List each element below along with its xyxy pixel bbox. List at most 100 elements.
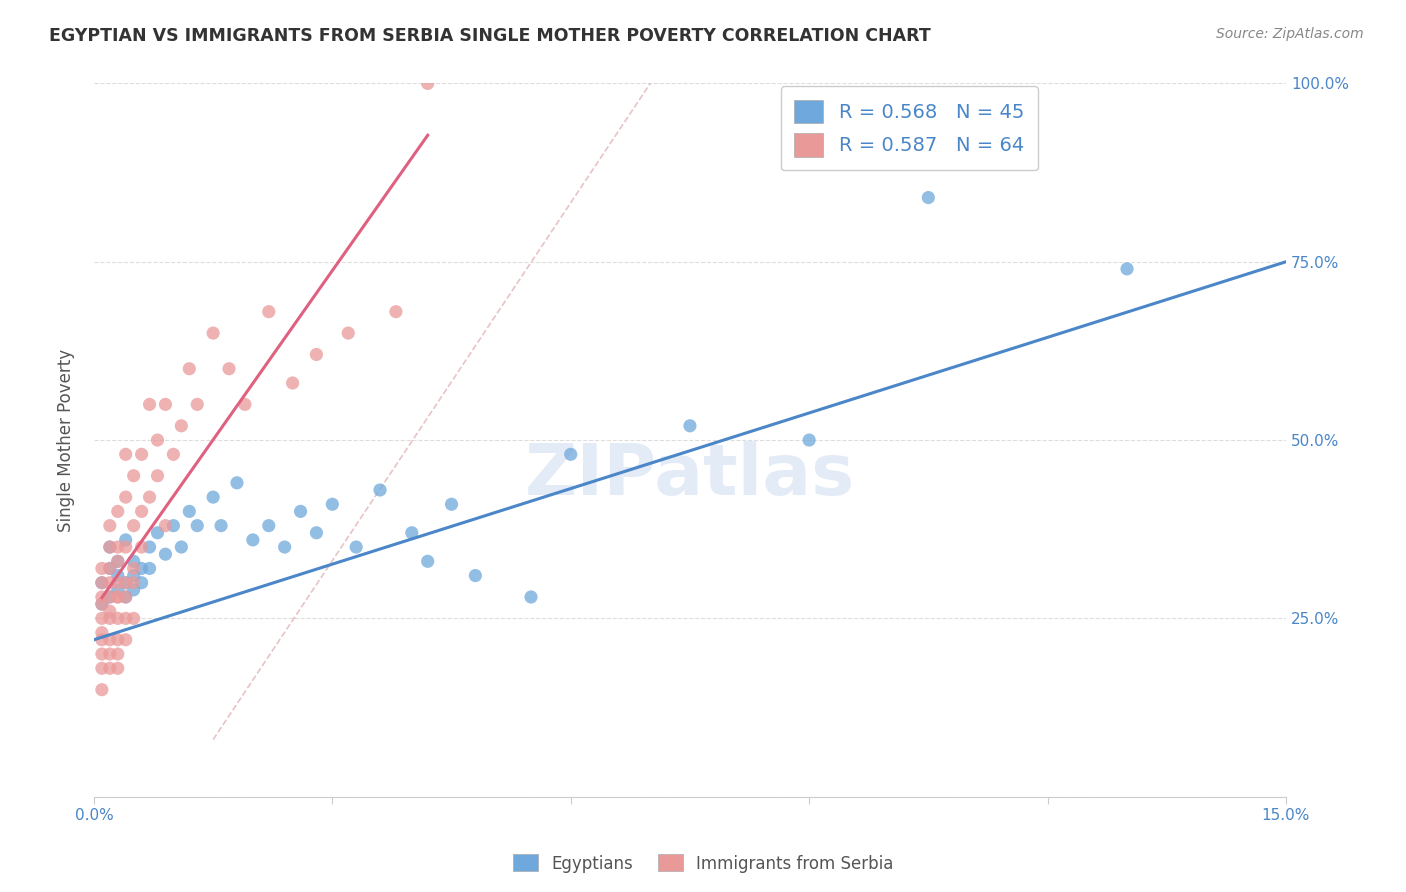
Point <box>385 304 408 318</box>
Point <box>138 490 160 504</box>
Point <box>107 611 129 625</box>
Point <box>90 575 112 590</box>
Point <box>146 433 169 447</box>
Point <box>416 554 439 568</box>
Point <box>131 540 153 554</box>
Point <box>98 540 121 554</box>
Point <box>90 597 112 611</box>
Point <box>146 525 169 540</box>
Point <box>131 447 153 461</box>
Point <box>368 483 391 497</box>
Point <box>155 547 177 561</box>
Point <box>98 611 121 625</box>
Point <box>107 647 129 661</box>
Point <box>305 347 328 361</box>
Point <box>179 504 201 518</box>
Point <box>401 525 423 540</box>
Point <box>98 518 121 533</box>
Point <box>464 568 486 582</box>
Text: Source: ZipAtlas.com: Source: ZipAtlas.com <box>1216 27 1364 41</box>
Point <box>209 518 232 533</box>
Point <box>107 554 129 568</box>
Point <box>138 397 160 411</box>
Point <box>797 433 820 447</box>
Point <box>122 561 145 575</box>
Point <box>226 475 249 490</box>
Point <box>122 518 145 533</box>
Point <box>122 568 145 582</box>
Point <box>170 418 193 433</box>
Point <box>138 540 160 554</box>
Point <box>114 590 136 604</box>
Point <box>560 447 582 461</box>
Point <box>131 504 153 518</box>
Point <box>107 575 129 590</box>
Text: EGYPTIAN VS IMMIGRANTS FROM SERBIA SINGLE MOTHER POVERTY CORRELATION CHART: EGYPTIAN VS IMMIGRANTS FROM SERBIA SINGL… <box>49 27 931 45</box>
Point <box>186 518 208 533</box>
Point <box>440 497 463 511</box>
Point <box>257 518 280 533</box>
Point <box>1116 261 1139 276</box>
Point <box>242 533 264 547</box>
Point <box>122 554 145 568</box>
Point <box>90 561 112 575</box>
Point <box>114 611 136 625</box>
Point <box>290 504 312 518</box>
Point <box>416 77 439 91</box>
Point <box>98 661 121 675</box>
Point <box>107 590 129 604</box>
Point <box>344 540 367 554</box>
Point <box>114 540 136 554</box>
Point <box>98 647 121 661</box>
Point <box>114 590 136 604</box>
Point <box>520 590 543 604</box>
Point <box>186 397 208 411</box>
Point <box>90 647 112 661</box>
Point <box>233 397 256 411</box>
Point <box>107 632 129 647</box>
Point <box>90 597 112 611</box>
Point <box>114 490 136 504</box>
Point <box>107 554 129 568</box>
Point <box>305 525 328 540</box>
Point <box>170 540 193 554</box>
Point <box>155 397 177 411</box>
Point <box>114 575 136 590</box>
Y-axis label: Single Mother Poverty: Single Mother Poverty <box>58 349 75 532</box>
Point <box>202 326 225 340</box>
Point <box>90 611 112 625</box>
Legend: Egyptians, Immigrants from Serbia: Egyptians, Immigrants from Serbia <box>506 847 900 880</box>
Point <box>90 682 112 697</box>
Point <box>917 190 939 204</box>
Point <box>98 632 121 647</box>
Point <box>107 540 129 554</box>
Text: ZIPatlas: ZIPatlas <box>524 442 855 510</box>
Point <box>155 518 177 533</box>
Point <box>179 361 201 376</box>
Point <box>122 582 145 597</box>
Point <box>146 468 169 483</box>
Point <box>114 632 136 647</box>
Point <box>107 582 129 597</box>
Point <box>98 575 121 590</box>
Point <box>321 497 343 511</box>
Point <box>98 561 121 575</box>
Point <box>114 575 136 590</box>
Point <box>98 590 121 604</box>
Point <box>337 326 360 340</box>
Point <box>257 304 280 318</box>
Point <box>114 533 136 547</box>
Point <box>90 590 112 604</box>
Point <box>273 540 295 554</box>
Point <box>90 661 112 675</box>
Legend: R = 0.568   N = 45, R = 0.587   N = 64: R = 0.568 N = 45, R = 0.587 N = 64 <box>780 86 1038 170</box>
Point <box>98 540 121 554</box>
Point <box>281 376 304 390</box>
Point <box>90 575 112 590</box>
Point <box>218 361 240 376</box>
Point <box>679 418 702 433</box>
Point <box>98 590 121 604</box>
Point <box>90 625 112 640</box>
Point <box>131 575 153 590</box>
Point <box>107 568 129 582</box>
